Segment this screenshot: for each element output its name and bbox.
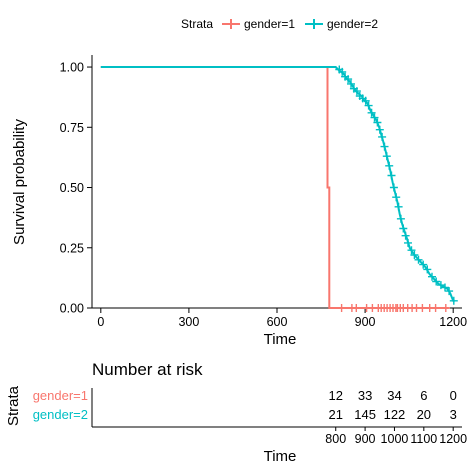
censor-mark [404, 238, 412, 247]
risk-cell: 3 [450, 407, 457, 422]
x-tick-label: 0 [97, 315, 104, 329]
censor-mark [423, 265, 432, 274]
x-tick-label: 900 [355, 315, 376, 329]
survival-plot: 0.00 0.25 0.50 0.75 1.00 0 300 600 900 1200 Surv… [11, 55, 467, 348]
risk-table: Number at risk Strata gender=1 12 33 34 6 0ge… [5, 360, 467, 465]
censor-mark [375, 125, 384, 134]
risk-x-tick-label: 1000 [381, 432, 409, 446]
censor-mark [394, 202, 403, 211]
risk-cell: 34 [387, 388, 401, 403]
survival-curve-gender-2 [100, 66, 455, 302]
censor-mark [389, 183, 398, 192]
risk-table-y-label: Strata [5, 385, 22, 426]
legend-item-gender-1: gender=1 [222, 17, 295, 31]
censor-mark [441, 304, 450, 312]
y-tick-label: 1.00 [60, 61, 84, 75]
censor-mark [382, 152, 391, 161]
risk-cell: 122 [384, 407, 406, 422]
censor-mark [367, 108, 376, 117]
censor-mark [396, 214, 405, 223]
censor-mark [418, 304, 427, 312]
censor-mark [387, 171, 396, 180]
y-ticks: 0.00 0.25 0.50 0.75 1.00 [60, 61, 92, 316]
legend-item-gender-2: gender=2 [305, 17, 378, 31]
censor-mark [380, 142, 389, 151]
censor-mark [441, 283, 449, 292]
risk-cell: 6 [420, 388, 427, 403]
risk-cell: 0 [450, 388, 457, 403]
legend-label-gender-2: gender=2 [327, 17, 378, 31]
censor-mark [347, 79, 355, 88]
x-tick-label: 600 [267, 315, 288, 329]
legend-label-gender-1: gender=1 [244, 17, 295, 31]
y-tick-label: 0.75 [60, 121, 84, 135]
censor-mark [370, 113, 379, 122]
risk-cell: 21 [328, 407, 342, 422]
censor-mark [337, 304, 346, 312]
censor-mark [431, 304, 440, 312]
x-ticks: 0 300 600 900 1200 [97, 308, 467, 329]
risk-row-label: gender=2 [33, 407, 88, 422]
censor-mark [399, 224, 408, 233]
risk-cell: 145 [354, 407, 376, 422]
legend: Strata gender=1 gender=2 [181, 17, 378, 31]
y-tick-label: 0.00 [60, 302, 84, 316]
censor-mark [338, 67, 347, 76]
survival-curves [100, 65, 458, 312]
censor-mark [344, 75, 353, 84]
censor-mark [373, 118, 382, 127]
risk-cell: 20 [417, 407, 431, 422]
y-axis-label: Survival probability [11, 119, 28, 245]
legend-title: Strata [181, 17, 213, 31]
censor-mark [385, 161, 394, 170]
censor-mark [436, 281, 445, 290]
censor-mark [414, 255, 423, 264]
censor-mark [407, 246, 416, 255]
y-tick-label: 0.50 [60, 181, 84, 195]
y-tick-label: 0.25 [60, 241, 84, 255]
x-tick-label: 1200 [439, 315, 467, 329]
censor-mark [410, 251, 419, 259]
risk-table-title: Number at risk [92, 360, 203, 379]
risk-x-tick-label: 800 [325, 432, 346, 446]
risk-cell: 12 [328, 388, 342, 403]
censor-mark [352, 87, 361, 96]
risk-x-tick-label: 1200 [439, 432, 467, 446]
censor-mark [364, 101, 373, 110]
risk-cell: 33 [358, 388, 372, 403]
censor-mark [401, 231, 410, 240]
censor-mark [428, 272, 436, 281]
risk-table-x-ticks: 800 900 1000 1100 1200 [325, 427, 467, 446]
x-tick-label: 300 [178, 315, 199, 329]
censor-mark [378, 132, 387, 141]
risk-x-tick-label: 1100 [410, 432, 437, 446]
censor-mark [392, 193, 401, 202]
risk-table-rows: gender=1 12 33 34 6 0 gender=2 21 145 122 20 3 [33, 388, 457, 422]
x-axis-label: Time [264, 331, 297, 348]
censor-mark [352, 304, 361, 312]
risk-x-tick-label: 900 [355, 432, 376, 446]
censor-mark [432, 277, 441, 286]
risk-table-x-label: Time [264, 448, 297, 465]
censor-mark [361, 96, 370, 105]
censor-mark [445, 287, 454, 296]
risk-row-label: gender=1 [33, 388, 88, 403]
censor-mark [419, 260, 428, 269]
censor-mark [449, 296, 458, 305]
